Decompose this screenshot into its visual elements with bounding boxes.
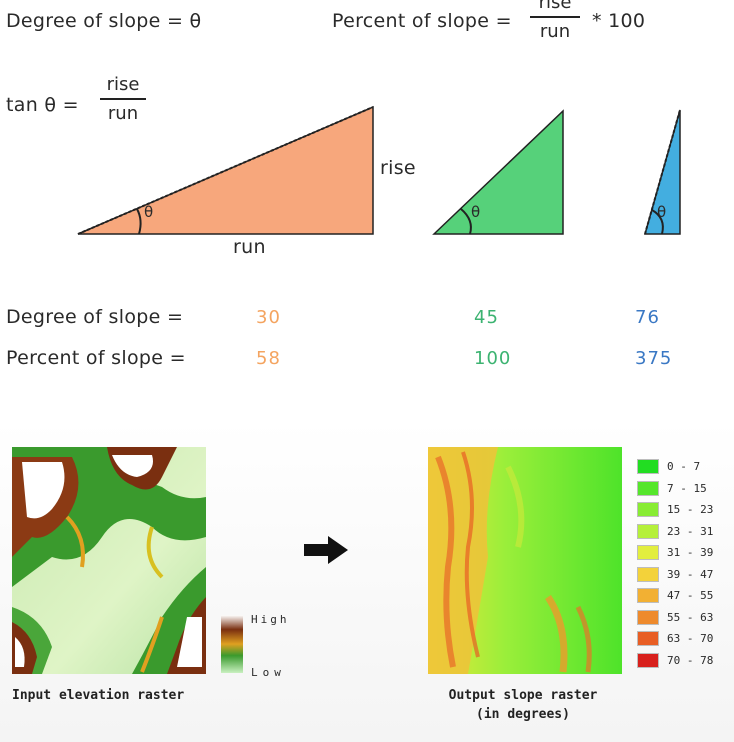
input-elevation-raster	[12, 447, 206, 674]
tan-fraction-bar	[100, 98, 146, 100]
fraction-numerator: rise	[538, 0, 572, 13]
slope-legend-label: 15 - 23	[667, 503, 714, 516]
slope-legend-swatch	[637, 502, 659, 517]
elevation-legend-high: High	[251, 613, 290, 626]
slope-legend-swatch	[637, 588, 659, 603]
slope-legend-item: 63 - 70	[637, 631, 713, 646]
elevation-legend-low: Low	[251, 666, 286, 679]
degree-row-label: Degree of slope =	[6, 306, 184, 328]
triangle-45-degrees	[432, 109, 564, 235]
slope-legend-item: 70 - 78	[637, 652, 714, 668]
percent-fraction: rise run	[530, 0, 580, 42]
output-caption-line2: (in degrees)	[476, 707, 570, 722]
slope-legend-item: 47 - 55	[637, 588, 713, 603]
degree-formula: Degree of slope = θ	[6, 10, 202, 32]
percent-value-58: 58	[256, 348, 281, 369]
tan-fraction: rise run	[100, 74, 146, 124]
percent-multiplier: * 100	[592, 10, 646, 32]
percent-formula-label: Percent of slope =	[332, 10, 512, 32]
run-label: run	[233, 236, 266, 258]
slope-legend-swatch	[637, 652, 659, 668]
slope-legend-item: 15 - 23	[637, 502, 713, 517]
slope-legend-label: 63 - 70	[667, 632, 714, 645]
angle-arc-30	[136, 208, 142, 235]
output-raster-caption: Output slope raster (in degrees)	[438, 688, 608, 722]
angle-arc-76	[651, 209, 664, 235]
percent-row-label: Percent of slope =	[6, 347, 186, 369]
degree-value-76: 76	[635, 307, 660, 328]
slope-legend-swatch	[637, 459, 659, 474]
degree-value-45: 45	[474, 307, 499, 328]
degree-value-30: 30	[256, 307, 281, 328]
percent-value-100: 100	[474, 348, 512, 369]
slope-legend-swatch	[637, 545, 659, 560]
slope-legend-item: 7 - 15	[637, 480, 707, 496]
slope-legend-label: 7 - 15	[667, 481, 707, 495]
fraction-bar	[530, 16, 580, 18]
theta-label-76: θ	[657, 203, 667, 221]
rise-label: rise	[380, 157, 416, 179]
slope-legend-swatch	[637, 566, 659, 582]
slope-legend-item: 39 - 47	[637, 566, 714, 582]
percent-value-375: 375	[635, 348, 673, 369]
slope-legend-label: 31 - 39	[667, 546, 714, 559]
slope-legend-label: 0 - 7	[667, 460, 701, 473]
hypotenuse-76	[644, 109, 681, 235]
slope-legend-item: 23 - 31	[637, 523, 714, 539]
slope-legend-label: 70 - 78	[667, 653, 714, 667]
slope-legend-swatch	[637, 523, 659, 539]
tan-formula-label: tan θ =	[6, 94, 79, 116]
output-slope-raster	[428, 447, 622, 674]
angle-arc-45	[460, 208, 472, 235]
slope-legend-label: 23 - 31	[667, 524, 714, 538]
tan-denominator: run	[107, 102, 139, 124]
slope-legend-item: 31 - 39	[637, 545, 713, 560]
theta-label-45: θ	[471, 203, 481, 221]
slope-legend-label: 55 - 63	[667, 610, 714, 624]
theta-label-30: θ	[144, 203, 154, 221]
tan-numerator: rise	[106, 74, 140, 95]
slope-legend-label: 47 - 55	[667, 589, 714, 602]
output-caption-line1: Output slope raster	[448, 688, 598, 703]
slope-legend-item: 0 - 7	[637, 459, 700, 474]
slope-legend-swatch	[637, 609, 659, 625]
hypotenuse-30	[77, 106, 374, 235]
input-raster-caption: Input elevation raster	[12, 688, 185, 703]
slope-legend-swatch	[637, 631, 659, 646]
triangles-diagram	[77, 105, 681, 235]
slope-legend-item: 55 - 63	[637, 609, 714, 625]
slope-legend-label: 39 - 47	[667, 567, 714, 581]
right-arrow-icon	[304, 536, 348, 564]
slope-legend-swatch	[637, 480, 659, 496]
fraction-denominator: run	[539, 20, 571, 42]
elevation-legend-bar	[221, 615, 243, 673]
